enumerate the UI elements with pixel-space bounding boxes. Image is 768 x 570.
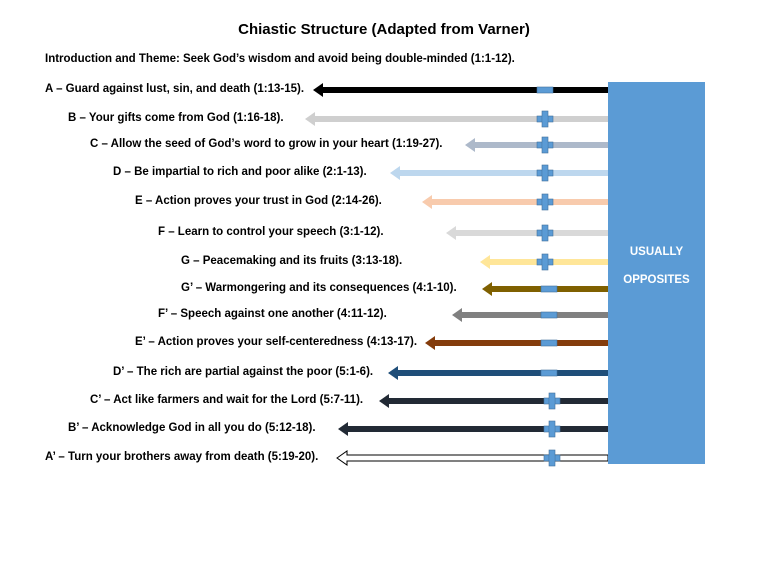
row-label: D – Be impartial to rich and poor alike … xyxy=(113,166,367,178)
arrow xyxy=(390,166,608,180)
minus-marker-icon xyxy=(536,86,554,94)
row-label: G’ – Warmongering and its consequences (… xyxy=(181,282,457,294)
intro-theme: Introduction and Theme: Seek God’s wisdo… xyxy=(45,53,515,65)
arrow xyxy=(452,308,608,322)
plus-marker-icon xyxy=(536,136,554,154)
row-label: D’ – The rich are partial against the po… xyxy=(113,366,374,378)
plus-marker-icon xyxy=(543,392,561,410)
plus-marker-icon xyxy=(536,193,554,211)
minus-marker-icon xyxy=(540,339,558,347)
side-box-line1: USUALLY xyxy=(629,246,684,258)
row-label: B – Your gifts come from God (1:16-18). xyxy=(68,112,284,124)
side-box-line2: OPPOSITES xyxy=(623,274,690,286)
plus-marker-icon xyxy=(543,420,561,438)
row-label: B’ – Acknowledge God in all you do (5:12… xyxy=(68,422,316,434)
plus-marker-icon xyxy=(543,449,561,467)
arrow xyxy=(446,226,608,240)
minus-marker-icon xyxy=(540,285,558,293)
arrow xyxy=(465,138,608,152)
row-label: C – Allow the seed of God’s word to grow… xyxy=(90,138,443,150)
row-label: G – Peacemaking and its fruits (3:13-18)… xyxy=(181,255,403,267)
row-label: A’ – Turn your brothers away from death … xyxy=(45,451,319,463)
arrow xyxy=(388,366,608,380)
arrow xyxy=(313,83,608,97)
arrow xyxy=(422,195,608,209)
row-label: C’ – Act like farmers and wait for the L… xyxy=(90,394,364,406)
row-label: A – Guard against lust, sin, and death (… xyxy=(45,83,305,95)
minus-marker-icon xyxy=(540,369,558,377)
minus-marker-icon xyxy=(540,311,558,319)
arrow xyxy=(305,112,608,126)
diagram-title: Chiastic Structure (Adapted from Varner) xyxy=(238,21,530,38)
row-label: F – Learn to control your speech (3:1-12… xyxy=(158,226,384,238)
arrow xyxy=(379,394,608,408)
row-label: E – Action proves your trust in God (2:1… xyxy=(135,195,382,207)
arrow xyxy=(336,450,609,466)
side-box: USUALLY OPPOSITES xyxy=(608,82,705,464)
plus-marker-icon xyxy=(536,224,554,242)
plus-marker-icon xyxy=(536,164,554,182)
plus-marker-icon xyxy=(536,110,554,128)
plus-marker-icon xyxy=(536,253,554,271)
arrow xyxy=(425,336,608,350)
arrow xyxy=(338,422,608,436)
row-label: E’ – Action proves your self-centerednes… xyxy=(135,336,418,348)
row-label: F’ – Speech against one another (4:11-12… xyxy=(158,308,387,320)
